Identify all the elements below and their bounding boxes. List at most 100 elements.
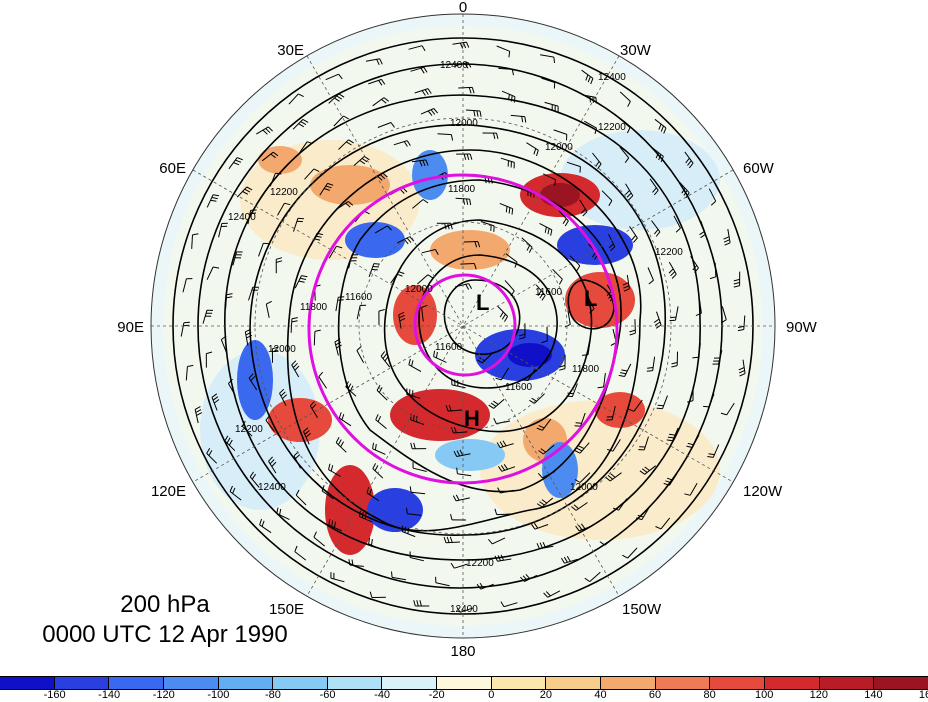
wind-barb-feather [383, 97, 390, 102]
wind-barb [411, 159, 426, 163]
wind-barb [634, 319, 636, 334]
wind-barb-feather [687, 442, 694, 446]
wind-barb-feather [623, 285, 630, 289]
wind-barb-feather [473, 263, 477, 270]
wind-barb-feather [372, 266, 379, 268]
wind-barb-feather [663, 127, 667, 134]
wind-barb-feather [335, 437, 340, 443]
colorbar-label: 80 [703, 689, 716, 701]
wind-barb-feather [266, 300, 272, 305]
wind-barb-feather [419, 160, 423, 167]
wind-barb-feather [597, 386, 604, 389]
wind-barb-feather [623, 288, 630, 292]
wind-barb-feather [325, 185, 332, 189]
wind-barb-feather [366, 487, 370, 494]
pressure-level-title: 200 hPa [120, 591, 210, 618]
wind-barb-feather [505, 206, 508, 213]
wind-barb-feather [187, 364, 194, 367]
colorbar-swatch [546, 677, 602, 689]
wind-barb [571, 383, 578, 397]
wind-barb [547, 590, 561, 598]
wind-barb-feather [574, 479, 581, 483]
colorbar-labels: -160 -140 -120 -100 -80 -60 -40 -20 0 20 40 60 80 100… [0, 689, 928, 702]
wind-barb [493, 398, 505, 409]
colorbar-swatch [218, 677, 274, 689]
wind-barb-feather [295, 454, 301, 459]
wind-barb [455, 497, 470, 502]
wind-barb-feather [232, 487, 236, 494]
wind-barb-feather [559, 368, 566, 371]
wind-barb [564, 558, 579, 564]
wind-barb-feather [584, 577, 590, 583]
inner-reference-circle [413, 273, 517, 377]
wind-barb-feather [323, 188, 330, 191]
wind-barb [465, 109, 481, 112]
wind-barb-feather [269, 459, 275, 465]
wind-barb-feather [298, 280, 305, 283]
wind-barb [612, 439, 621, 452]
colorbar-swatch [382, 677, 438, 689]
wind-barb-feather [653, 318, 660, 323]
wind-barb-feather [387, 225, 392, 231]
wind-barb-feather [398, 314, 405, 319]
wind-barb [256, 126, 269, 135]
wind-barb-feather [336, 95, 343, 100]
wind-barb [180, 322, 185, 337]
wind-barb [534, 524, 549, 530]
wind-barb-feather [280, 391, 286, 397]
colorbar-label: 60 [648, 689, 662, 701]
wind-barb-feather [580, 208, 586, 214]
wind-barb-feather [314, 329, 321, 332]
wind-barb-feather [582, 211, 588, 217]
wind-barb-feather [559, 365, 566, 368]
wind-barb [244, 331, 249, 346]
wind-barb-feather [605, 476, 611, 482]
wind-barb [480, 221, 495, 227]
wind-barb [654, 118, 667, 129]
wind-barb-feather [658, 123, 662, 130]
wind-barb-feather [501, 313, 506, 320]
wind-barb-feather [338, 412, 342, 419]
high-pressure-center: H [464, 406, 480, 431]
wind-barb [412, 467, 427, 472]
anomaly-blob [435, 439, 505, 471]
wind-barb-feather [328, 519, 331, 526]
colorbar-label: 160 [918, 689, 928, 701]
wind-barb [328, 469, 341, 477]
wind-barb-feather [270, 153, 276, 159]
wind-barb [411, 491, 426, 495]
wind-barb [335, 297, 339, 312]
wind-barb [288, 93, 299, 105]
wind-barb-feather [550, 229, 553, 236]
wind-barb-feather [265, 128, 271, 134]
wind-barb [463, 241, 478, 243]
wind-barb-feather [685, 157, 690, 164]
wind-barb-feather [700, 233, 706, 239]
colorbar-swatch [273, 677, 328, 689]
wind-barb [662, 395, 668, 409]
wind-barb-feather [667, 436, 674, 439]
wind-barb [236, 186, 248, 198]
wind-barb-feather [573, 504, 579, 509]
wind-barb [359, 516, 373, 523]
wind-barb [410, 419, 425, 425]
wind-barb-feather [733, 278, 740, 282]
wind-barb [421, 249, 436, 254]
wind-barb-feather [537, 472, 543, 479]
wind-barb-feather [519, 333, 526, 337]
wind-barb-feather [508, 51, 511, 58]
wind-barb-feather [684, 493, 691, 496]
contour-labels: 12400 12400 12200 12000 12000 11800 1160… [228, 60, 683, 615]
wind-barb-feather [468, 87, 472, 94]
wind-barb-feather [378, 80, 383, 86]
wind-barb-feather [655, 324, 662, 329]
colorbar-swatch [109, 677, 164, 689]
longitude-labels: 0 30W 60W 90W 120W 150W 180 150E 120E 90… [117, 0, 817, 660]
wind-barb-feather [595, 161, 600, 167]
contour-label: 12200 [466, 558, 494, 569]
wind-barb-feather [248, 373, 254, 379]
wind-barb [328, 245, 337, 259]
wind-barb-feather [533, 148, 537, 155]
colorbar-swatch [655, 677, 711, 689]
wind-barb-feather [459, 449, 464, 456]
